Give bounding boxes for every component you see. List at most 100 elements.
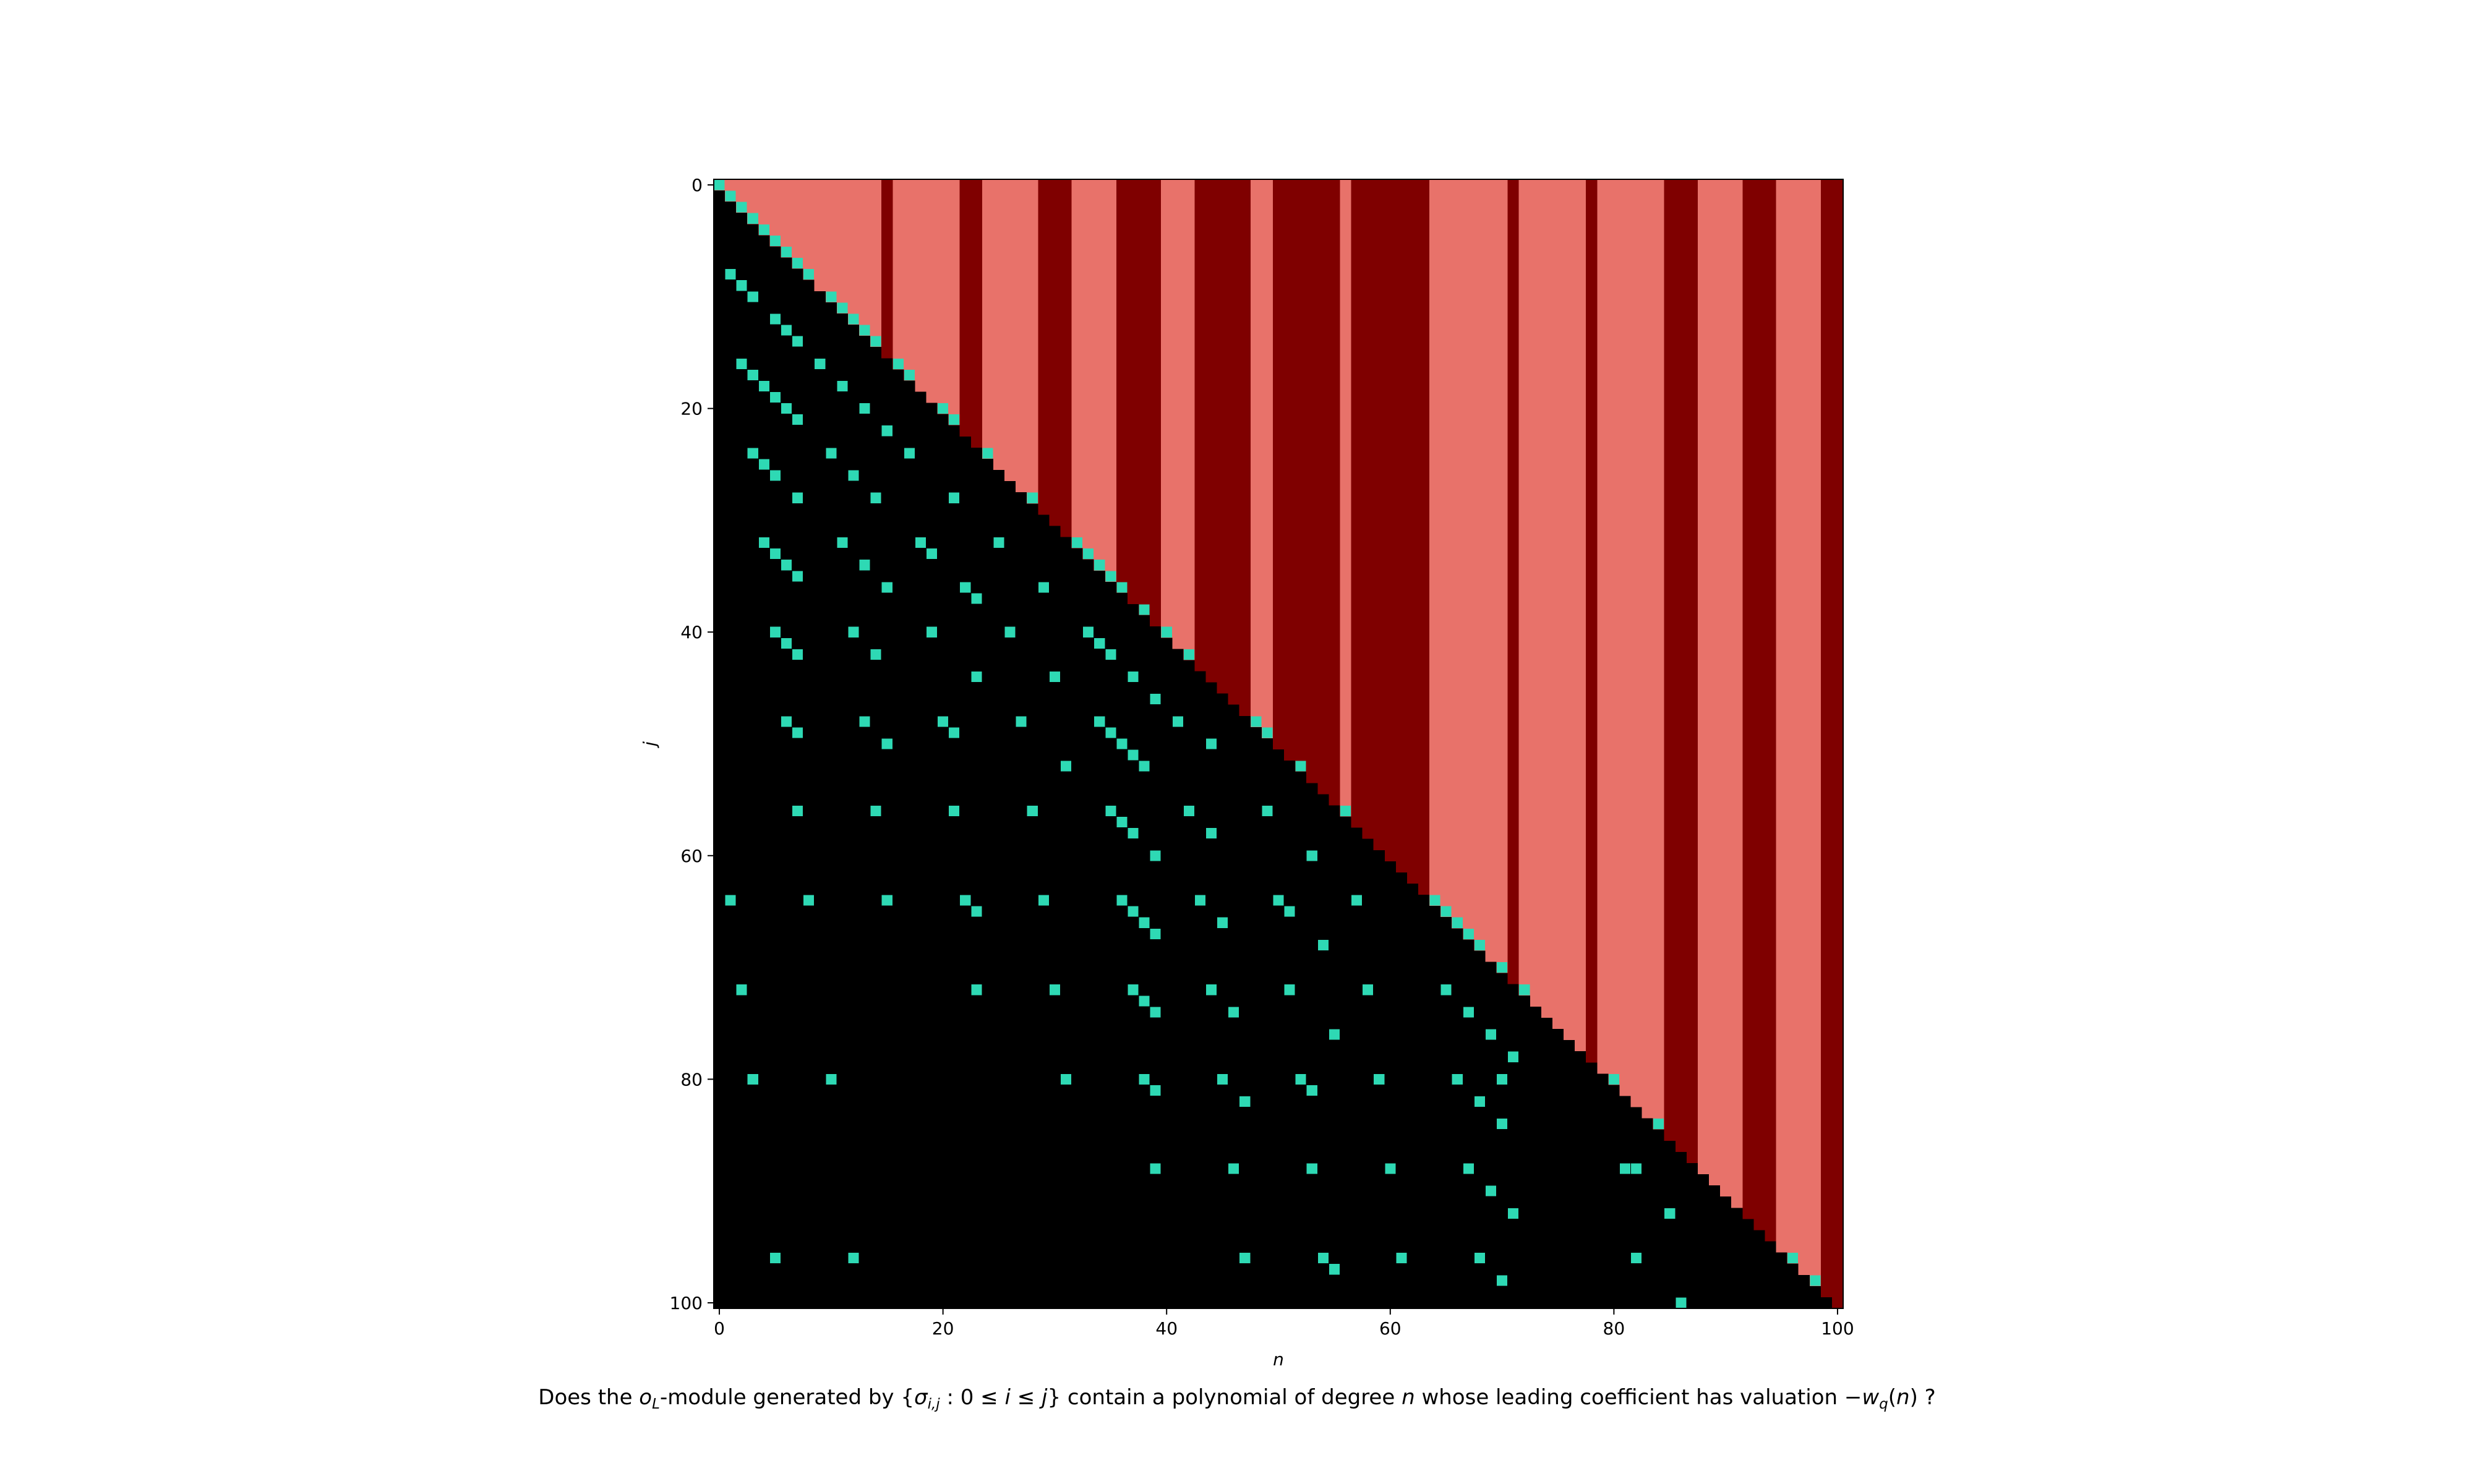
y-axis-ticks: 0 20 40 60 80 100 bbox=[670, 175, 714, 1313]
y-axis-label: j bbox=[640, 741, 660, 749]
heatmap-column-99 bbox=[1820, 179, 1833, 1297]
heatmap-column-11 bbox=[836, 179, 849, 313]
heatmap-column-80 bbox=[1608, 179, 1620, 1085]
heatmap-marker bbox=[1497, 1275, 1508, 1286]
heatmap-column-35 bbox=[1105, 179, 1117, 582]
heatmap-marker bbox=[1150, 850, 1161, 861]
heatmap-cells bbox=[714, 179, 1844, 1308]
heatmap-marker bbox=[1463, 928, 1474, 939]
heatmap-column-25 bbox=[993, 179, 1005, 471]
heatmap-column-3 bbox=[747, 179, 759, 224]
heatmap-column-34 bbox=[1094, 179, 1106, 571]
heatmap-marker bbox=[1463, 1007, 1474, 1018]
heatmap-marker bbox=[736, 280, 747, 291]
heatmap-marker bbox=[1105, 649, 1116, 660]
heatmap-column-54 bbox=[1317, 179, 1329, 795]
heatmap-marker bbox=[1239, 1253, 1251, 1264]
heatmap-marker bbox=[1519, 984, 1530, 996]
caption-o: o bbox=[639, 1385, 652, 1410]
heatmap-column-41 bbox=[1172, 179, 1184, 649]
heatmap-marker bbox=[1485, 1029, 1497, 1040]
heatmap-marker bbox=[769, 470, 781, 481]
heatmap-marker bbox=[1273, 895, 1284, 906]
heatmap-marker bbox=[1116, 582, 1128, 593]
heatmap-column-92 bbox=[1742, 179, 1754, 1219]
heatmap-marker bbox=[848, 313, 859, 325]
heatmap-column-69 bbox=[1485, 179, 1497, 962]
heatmap-marker bbox=[1139, 1073, 1150, 1085]
heatmap-marker bbox=[781, 638, 792, 649]
heatmap-marker bbox=[747, 213, 758, 224]
caption-mid3: } contain a polynomial of degree bbox=[1047, 1385, 1402, 1410]
heatmap-marker bbox=[1374, 1073, 1385, 1085]
heatmap-marker bbox=[792, 414, 803, 425]
heatmap-marker bbox=[725, 895, 736, 906]
heatmap-marker bbox=[1452, 917, 1463, 928]
heatmap-marker bbox=[1105, 571, 1116, 582]
caption-w-sub: q bbox=[1879, 1396, 1888, 1412]
heatmap-marker bbox=[859, 560, 870, 571]
heatmap-marker bbox=[949, 805, 960, 817]
heatmap-column-49 bbox=[1261, 179, 1273, 738]
heatmap-column-97 bbox=[1798, 179, 1810, 1275]
heatmap-marker bbox=[848, 626, 859, 638]
heatmap-marker bbox=[1653, 1119, 1664, 1130]
heatmap-marker bbox=[1083, 626, 1094, 638]
heatmap-column-18 bbox=[915, 179, 927, 392]
heatmap-marker bbox=[747, 291, 758, 302]
heatmap-marker bbox=[960, 582, 971, 593]
heatmap-marker bbox=[1004, 626, 1016, 638]
heatmap-column-23 bbox=[970, 179, 983, 448]
heatmap-column-95 bbox=[1776, 179, 1788, 1253]
heatmap-column-82 bbox=[1630, 179, 1643, 1107]
heatmap-column-57 bbox=[1351, 179, 1363, 828]
heatmap-marker bbox=[781, 560, 792, 571]
caption-w: w bbox=[1862, 1385, 1879, 1410]
heatmap-marker bbox=[736, 202, 747, 213]
heatmap-marker bbox=[781, 325, 792, 336]
heatmap-marker bbox=[1150, 1163, 1161, 1174]
y-tick-label: 80 bbox=[680, 1069, 703, 1090]
heatmap-marker bbox=[815, 358, 826, 369]
heatmap-column-37 bbox=[1127, 179, 1139, 605]
y-tick-label: 40 bbox=[680, 622, 703, 642]
y-tick-label: 20 bbox=[680, 399, 703, 419]
heatmap-marker bbox=[1128, 984, 1139, 996]
caption-le: ≤ bbox=[1011, 1385, 1042, 1410]
heatmap-column-58 bbox=[1362, 179, 1374, 839]
heatmap-column-65 bbox=[1440, 179, 1452, 918]
heatmap-marker bbox=[1619, 1163, 1630, 1174]
heatmap-marker bbox=[1128, 906, 1139, 917]
caption-i: i bbox=[1004, 1385, 1011, 1410]
heatmap-column-29 bbox=[1038, 179, 1050, 515]
heatmap-marker bbox=[1363, 984, 1374, 996]
heatmap-marker bbox=[1317, 939, 1329, 950]
heatmap-marker bbox=[792, 492, 803, 503]
heatmap-marker bbox=[725, 269, 736, 280]
heatmap-column-21 bbox=[948, 179, 961, 425]
heatmap-marker bbox=[1217, 917, 1228, 928]
caption-o-sub: L bbox=[652, 1396, 660, 1412]
heatmap-marker bbox=[1329, 1264, 1340, 1275]
heatmap-column-31 bbox=[1060, 179, 1072, 537]
heatmap-marker bbox=[1150, 1085, 1161, 1096]
heatmap-column-16 bbox=[892, 179, 904, 370]
heatmap-marker bbox=[1452, 1073, 1463, 1085]
heatmap-marker bbox=[927, 626, 938, 638]
heatmap-marker bbox=[1440, 984, 1452, 996]
heatmap-column-88 bbox=[1697, 179, 1710, 1175]
heatmap-marker bbox=[1429, 895, 1440, 906]
caption-mid1: -module generated by { bbox=[660, 1385, 914, 1410]
heatmap-marker bbox=[1497, 962, 1508, 973]
heatmap-marker bbox=[747, 369, 758, 380]
heatmap-column-83 bbox=[1641, 179, 1654, 1119]
heatmap-column-26 bbox=[1004, 179, 1016, 482]
heatmap-marker bbox=[1038, 582, 1049, 593]
heatmap-marker bbox=[1083, 548, 1094, 560]
heatmap-column-79 bbox=[1597, 179, 1609, 1074]
caption-open: ( bbox=[1888, 1385, 1896, 1410]
heatmap-marker bbox=[1116, 895, 1128, 906]
heatmap-marker bbox=[949, 414, 960, 425]
heatmap-marker bbox=[1251, 716, 1262, 727]
heatmap-marker bbox=[792, 649, 803, 660]
